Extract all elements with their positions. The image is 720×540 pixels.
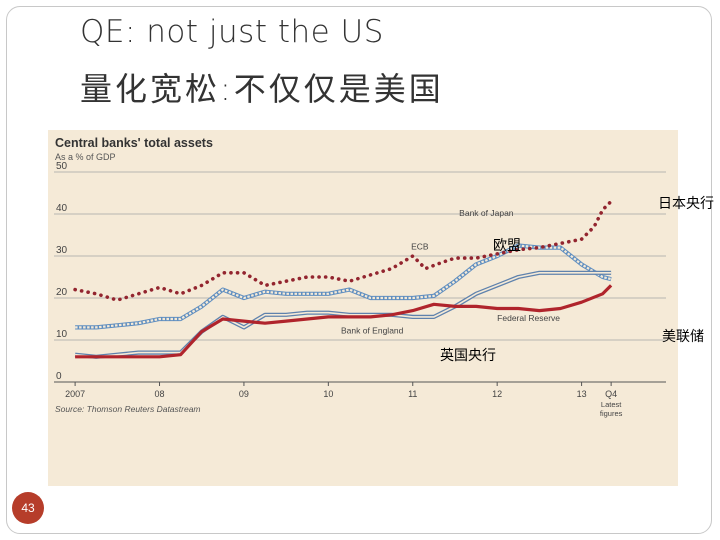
x-tick-label-08: 08: [155, 389, 165, 399]
x-tick-label-10: 10: [323, 389, 333, 399]
latest-figures-label-1: figures: [600, 409, 623, 418]
y-tick-label-0: 0: [56, 371, 62, 382]
y-tick-label-20: 20: [56, 287, 68, 298]
slide-title-chinese: 量化宽松:不仅仅是美国: [80, 70, 444, 108]
x-tick-label-13: 13: [577, 389, 587, 399]
series-label-federal-reserve: Federal Reserve: [497, 313, 560, 323]
chart-panel: Central banks' total assets As a % of GD…: [48, 130, 678, 486]
page-number-badge: 43: [12, 492, 44, 524]
chart-background: [48, 130, 678, 486]
slide-title-english: QE: not just the US: [80, 14, 384, 50]
overlay-label-boe: 英国央行: [440, 348, 496, 364]
slide-frame: [6, 6, 712, 534]
grid-layer: 0 10 20 30 40 50 2007 08 09 10 11 12 13 Q4Latestfigur…: [54, 161, 666, 418]
chart-title: Central banks' total assets: [55, 136, 213, 150]
chart-source: Source: Thomson Reuters Datastream: [55, 404, 201, 414]
series-label-bank-of-japan: Bank of Japan: [459, 208, 514, 218]
series-label-ecb: ECB: [411, 242, 429, 252]
x-tick-label-Q4: Q4: [605, 389, 617, 399]
y-tick-label-10: 10: [56, 329, 68, 340]
y-tick-label-40: 40: [56, 203, 68, 214]
series-layer: [73, 199, 613, 359]
series-line-federal-reserve: [75, 284, 613, 359]
y-tick-label-50: 50: [56, 161, 68, 172]
series-line-bank-of-japan: [73, 199, 613, 302]
overlay-label-boj: 日本央行: [658, 196, 714, 212]
overlay-label-fed: 美联储: [662, 329, 704, 345]
series-line-inner-bank-of-england: [75, 272, 612, 358]
series-line-inner-ecb: [75, 244, 612, 329]
x-tick-label-09: 09: [239, 389, 249, 399]
y-tick-label-30: 30: [56, 245, 68, 256]
assets-line-chart: Central banks' total assets As a % of GD…: [48, 130, 678, 486]
overlay-label-ecb: 欧盟: [493, 238, 521, 254]
latest-figures-label-0: Latest: [601, 400, 622, 409]
chart-subtitle: As a % of GDP: [55, 152, 116, 162]
x-tick-label-12: 12: [492, 389, 502, 399]
x-tick-label-11: 11: [408, 389, 417, 399]
x-tick-label-2007: 2007: [65, 389, 85, 399]
label-layer: Bank of Japan ECB Bank of England Federal R…: [341, 208, 560, 336]
series-label-bank-of-england: Bank of England: [341, 326, 404, 336]
